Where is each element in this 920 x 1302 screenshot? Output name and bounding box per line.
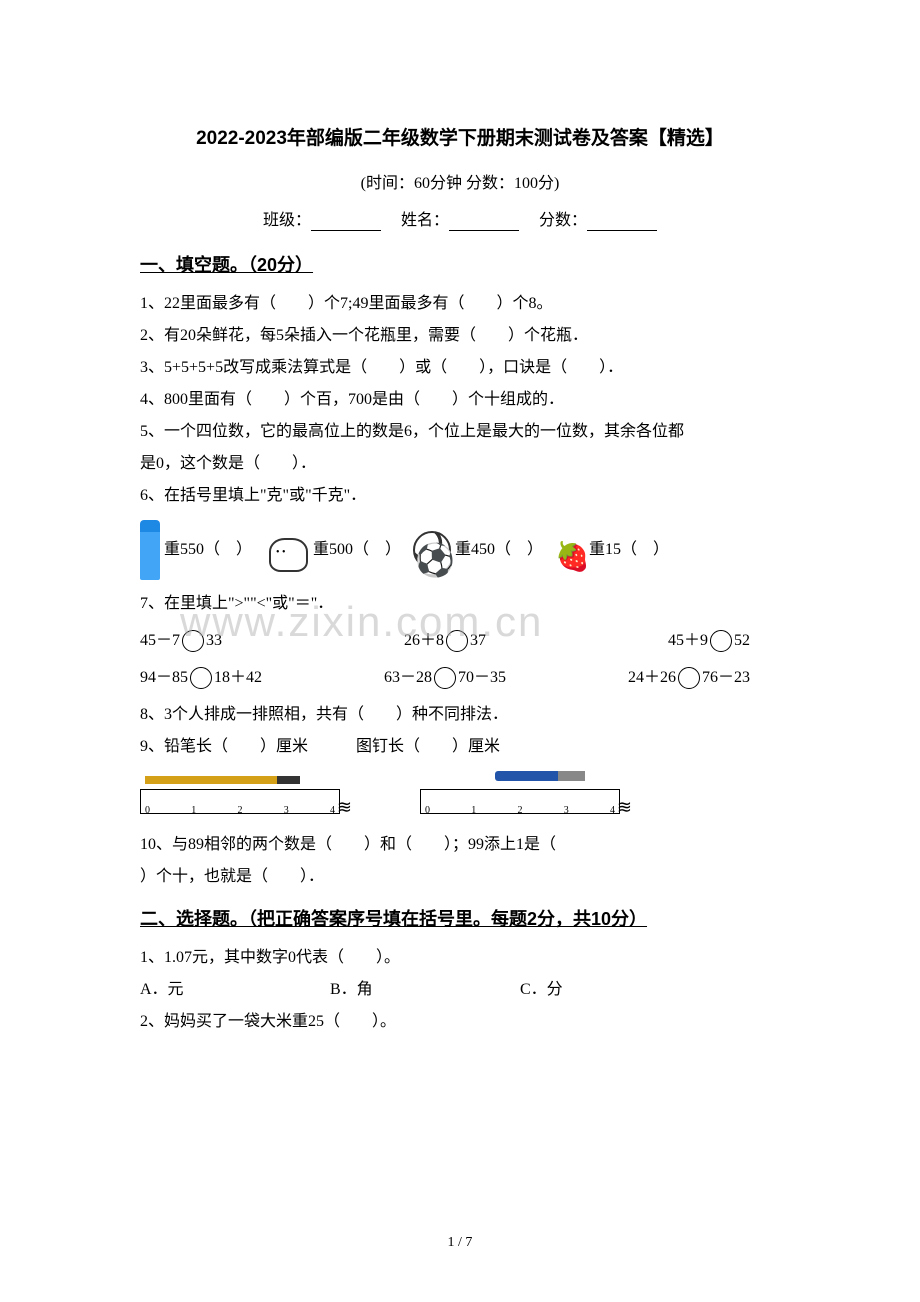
choice-b: B．角 xyxy=(330,974,520,1006)
q5b: 是0，这个数是（ ）． xyxy=(140,448,780,480)
info-line: 班级： 姓名： 分数： xyxy=(140,205,780,237)
q1: 1、22里面最多有（ ）个7;49里面最多有（ ）个8。 xyxy=(140,288,780,320)
tick: 3 xyxy=(564,801,569,821)
tick: 2 xyxy=(518,801,523,821)
tick: 0 xyxy=(145,801,150,821)
q7r2b: 63－2870－35 xyxy=(384,662,506,694)
section1-header: 一、填空题。（20分） xyxy=(140,247,780,283)
tick: 0 xyxy=(425,801,430,821)
q7r2c: 24＋2676－23 xyxy=(628,662,750,694)
q7r1b: 26＋837 xyxy=(404,625,486,657)
s2q2: 2、妈妈买了一袋大米重25（ ）。 xyxy=(140,1006,780,1038)
q8: 8、3个人排成一排照相，共有（ ）种不同排法． xyxy=(140,699,780,731)
q10b: ）个十，也就是（ ）． xyxy=(140,861,780,893)
wave-icon: ≋ xyxy=(337,789,352,825)
q5a: 5、一个四位数，它的最高位上的数是6，个位上是最大的一位数，其余各位都 xyxy=(140,416,780,448)
section2-header: 二、选择题。（把正确答案序号填在括号里。每题2分，共10分） xyxy=(140,901,780,937)
q9: 9、铅笔长（ ）厘米 图钉长（ ）厘米 xyxy=(140,731,780,763)
ball-icon xyxy=(413,531,451,569)
cow-text: 重500（ ） xyxy=(313,534,401,566)
ruler-row: 0 1 2 3 4 ≋ 0 1 2 3 4 ≋ xyxy=(140,771,780,821)
ruler1: 0 1 2 3 4 ≋ xyxy=(140,771,340,821)
tick: 3 xyxy=(284,801,289,821)
q7-row2: 94－8518＋42 63－2870－35 24＋2676－23 xyxy=(140,662,780,694)
q7: 7、在里填上">""<"或"＝"． xyxy=(140,588,780,620)
circle-blank[interactable] xyxy=(710,630,732,652)
wave-icon: ≋ xyxy=(617,789,632,825)
page-number: 1 / 7 xyxy=(0,1229,920,1257)
circle-blank[interactable] xyxy=(182,630,204,652)
score-label: 分数： xyxy=(539,212,587,229)
circle-blank[interactable] xyxy=(190,667,212,689)
s2q1: 1、1.07元，其中数字0代表（ ）。 xyxy=(140,942,780,974)
ruler-ticks: 0 1 2 3 4 xyxy=(140,789,340,809)
bottle-icon xyxy=(140,520,160,580)
q2: 2、有20朵鲜花，每5朵插入一个花瓶里，需要（ ）个花瓶． xyxy=(140,320,780,352)
ruler2: 0 1 2 3 4 ≋ xyxy=(420,771,620,821)
tick: 4 xyxy=(610,801,615,821)
pencil-icon xyxy=(145,776,300,784)
q7r1c: 45＋952 xyxy=(668,625,750,657)
choice-a: A．元 xyxy=(140,974,330,1006)
tick: 1 xyxy=(471,801,476,821)
strawberry-text: 重15（ ） xyxy=(589,534,669,566)
tick: 1 xyxy=(191,801,196,821)
s2q1-choices: A．元 B．角 C．分 xyxy=(140,974,780,1006)
cow-icon xyxy=(264,528,309,573)
ball-text: 重450（ ） xyxy=(455,534,543,566)
q7r1a: 45－733 xyxy=(140,625,222,657)
subtitle: (时间：60分钟 分数：100分) xyxy=(140,168,780,200)
q10a: 10、与89相邻的两个数是（ ）和（ ）；99添上1是（ xyxy=(140,829,780,861)
tick: 4 xyxy=(330,801,335,821)
circle-blank[interactable] xyxy=(434,667,456,689)
name-blank[interactable] xyxy=(449,211,519,231)
class-label: 班级： xyxy=(263,212,311,229)
q6: 6、在括号里填上"克"或"千克"． xyxy=(140,480,780,512)
page-title: 2022-2023年部编版二年级数学下册期末测试卷及答案【精选】 xyxy=(140,120,780,158)
q4: 4、800里面有（ ）个百，700是由（ ）个十组成的． xyxy=(140,384,780,416)
score-blank[interactable] xyxy=(587,211,657,231)
name-label: 姓名： xyxy=(401,212,449,229)
q7-row1: 45－733 26＋837 45＋952 xyxy=(140,625,780,657)
q7r2a: 94－8518＋42 xyxy=(140,662,262,694)
class-blank[interactable] xyxy=(311,211,381,231)
strawberry-icon xyxy=(555,533,585,568)
ruler-ticks: 0 1 2 3 4 xyxy=(420,789,620,809)
q3: 3、5+5+5+5改写成乘法算式是（ ）或（ ），口诀是（ ）． xyxy=(140,352,780,384)
circle-blank[interactable] xyxy=(446,630,468,652)
circle-blank[interactable] xyxy=(678,667,700,689)
q6-images: 重550（ ） 重500（ ） 重450（ ） 重15（ ） xyxy=(140,520,780,580)
choice-c: C．分 xyxy=(520,974,710,1006)
pin-icon xyxy=(495,771,585,781)
tick: 2 xyxy=(238,801,243,821)
bottle-text: 重550（ ） xyxy=(164,534,252,566)
